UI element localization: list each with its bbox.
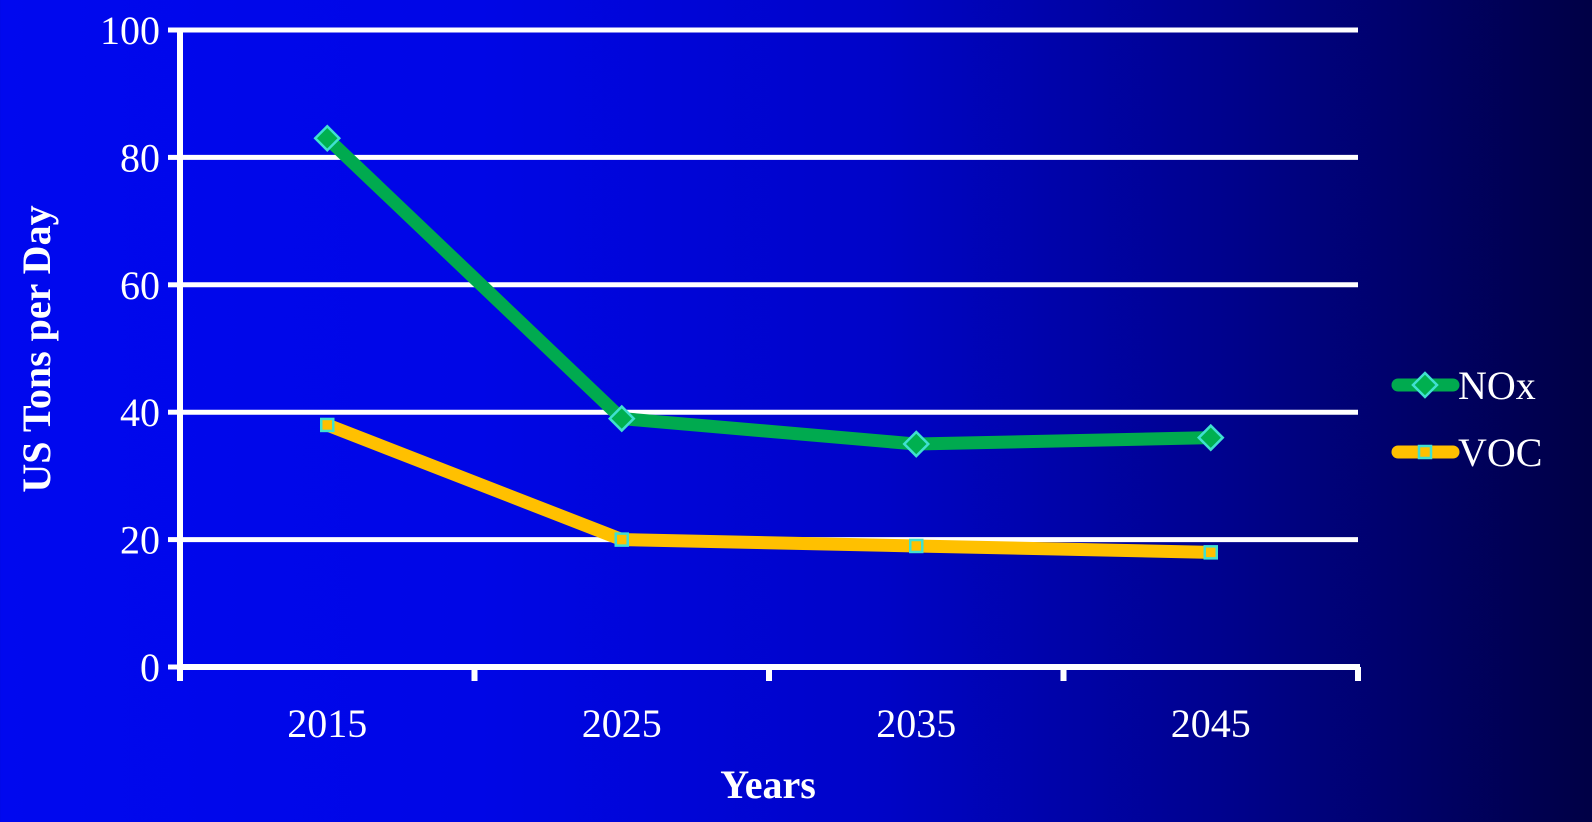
- x-tick-label: 2015: [287, 701, 367, 746]
- y-tick-label: 100: [100, 8, 160, 53]
- data-point: [320, 417, 335, 433]
- data-point: [902, 430, 931, 458]
- y-tick-label: 60: [120, 263, 160, 308]
- x-tick-label: 2035: [876, 701, 956, 746]
- series-line: [320, 418, 1218, 559]
- legend-marker: [1417, 444, 1433, 460]
- y-tick-label: 20: [120, 518, 160, 563]
- y-tick-label: 40: [120, 390, 160, 435]
- series: [313, 124, 1225, 560]
- data-point: [909, 538, 924, 554]
- data-point: [607, 404, 636, 433]
- series-nox: [313, 124, 1225, 458]
- tick-labels: 0 20 40 60 80 100 2015 2025 2035 2045: [100, 8, 1251, 746]
- legend-label: VOC: [1458, 430, 1542, 475]
- gridlines: [180, 27, 1358, 543]
- data-point: [1196, 423, 1225, 452]
- series-line: [320, 131, 1218, 451]
- legend: NOx VOC: [1391, 363, 1542, 475]
- data-point: [614, 532, 629, 547]
- axes: [168, 27, 1361, 681]
- legend-item-nox: NOx: [1391, 363, 1536, 408]
- legend-item-voc: VOC: [1391, 430, 1542, 475]
- y-tick-label: 0: [140, 645, 160, 690]
- data-point: [1203, 545, 1218, 560]
- y-tick-label: 80: [120, 135, 160, 180]
- x-tick-label: 2045: [1171, 701, 1251, 746]
- x-tick-label: 2025: [582, 701, 662, 746]
- legend-marker: [1411, 371, 1439, 399]
- x-axis-title: Years: [720, 762, 816, 807]
- y-axis-title: US Tons per Day: [14, 205, 59, 492]
- data-point: [313, 124, 342, 153]
- legend-label: NOx: [1458, 363, 1536, 408]
- series-voc: [320, 417, 1218, 560]
